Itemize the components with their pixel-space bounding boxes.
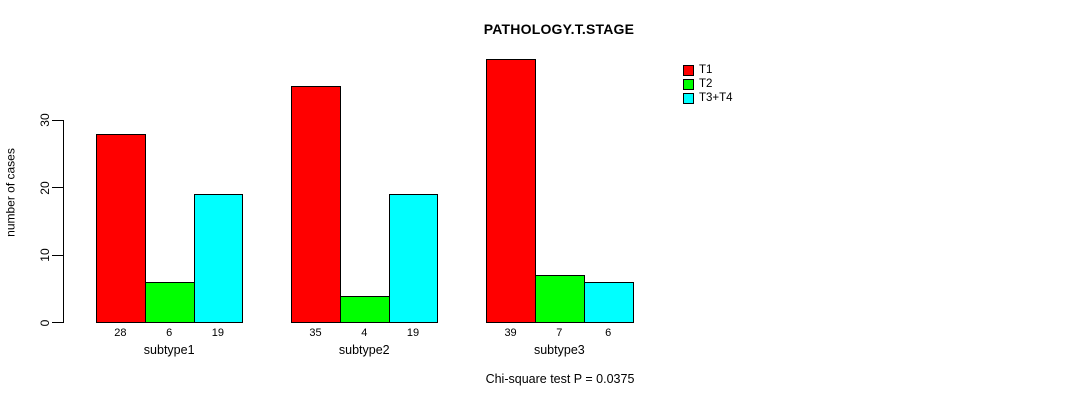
legend-swatch-T1: [683, 64, 694, 76]
bar-value-label: 39: [504, 327, 517, 339]
bar-value-label: 7: [556, 327, 563, 339]
legend-swatch-T2: [683, 78, 694, 90]
chart-title: PATHOLOGY.T.STAGE: [483, 21, 635, 37]
y-tick: [52, 187, 63, 188]
legend-row-T3+T4: T3+T4: [683, 91, 733, 105]
bar-value-label: 35: [309, 327, 322, 339]
y-tick: [52, 254, 63, 256]
bar-T1-subtype1: [96, 133, 146, 323]
bar-T1-subtype3: [486, 59, 536, 323]
bar-value-label: 19: [406, 327, 420, 339]
y-tick: [52, 322, 63, 323]
y-tick-label: 30: [37, 113, 52, 127]
y-tick-label: 20: [37, 180, 52, 195]
y-tick: [52, 119, 63, 121]
bar-T2-subtype2: [339, 295, 390, 323]
bar-value-label: 6: [605, 327, 612, 339]
bar-T2-subtype3: [534, 275, 585, 323]
bar-T3+T4-subtype2: [388, 194, 439, 323]
y-tick-label: 0: [37, 319, 52, 326]
x-category-label-subtype3: subtype3: [533, 343, 585, 357]
x-category-label-subtype2: subtype2: [338, 343, 390, 357]
legend-label: T3+T4: [699, 92, 733, 104]
bar-value-label: 6: [166, 327, 173, 339]
annotation-chi-square: Chi-square test P = 0.0375: [485, 372, 635, 386]
bar-T2-subtype1: [144, 282, 195, 323]
x-category-label-subtype1: subtype1: [143, 343, 195, 357]
bar-value-label: 28: [114, 327, 127, 339]
legend: T1 T2 T3+T4: [683, 63, 733, 105]
bar-value-label: 4: [361, 327, 368, 339]
legend-label: T2: [699, 78, 713, 90]
bar-T1-subtype2: [291, 86, 341, 323]
legend-label: T1: [699, 64, 713, 76]
legend-row-T1: T1: [683, 63, 733, 77]
y-axis-line: [63, 120, 64, 323]
bar-T3+T4-subtype1: [193, 194, 244, 323]
bar-T3+T4-subtype3: [583, 282, 634, 323]
bar-value-label: 19: [211, 327, 225, 339]
y-axis-title: number of cases: [3, 148, 18, 237]
legend-row-T2: T2: [683, 77, 733, 91]
y-tick-label: 10: [37, 248, 52, 262]
legend-swatch-T3+T4: [683, 92, 694, 104]
